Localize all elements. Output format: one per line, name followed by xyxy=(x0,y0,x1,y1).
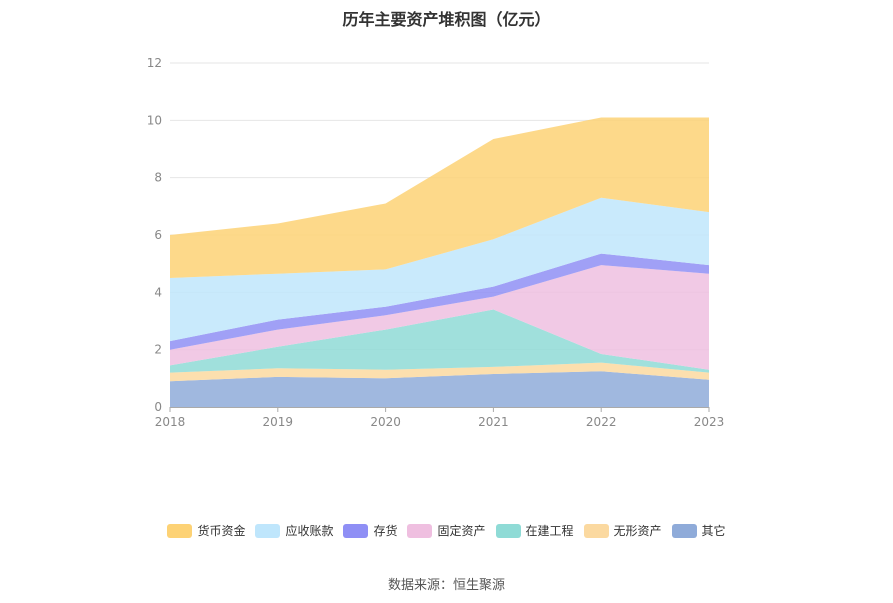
area-3 xyxy=(170,265,709,370)
legend-label: 在建工程 xyxy=(525,524,574,538)
x-tick-label: 2020 xyxy=(370,415,401,429)
legend: 货币资金 应收账款 存货 固定资产 在建工程 无形资产 其它 xyxy=(0,522,893,539)
area-1 xyxy=(170,362,709,382)
y-tick-label: 4 xyxy=(154,285,162,299)
data-source: 数据来源：恒生聚源 xyxy=(387,578,505,593)
y-tick-label: 6 xyxy=(154,228,162,242)
chart-title: 历年主要资产堆积图（亿元） xyxy=(342,10,551,29)
legend-swatch xyxy=(583,523,609,538)
area-2 xyxy=(170,309,709,373)
plot-area: 0 2 4 6 8 10 12 2018 2019 2020 2021 2022 2023 xyxy=(147,56,725,429)
y-tick-label: 12 xyxy=(147,56,162,70)
y-tick-label: 10 xyxy=(147,113,162,127)
axes: 0 2 4 6 8 10 12 2018 2019 2020 2021 2022 2023 xyxy=(147,56,725,429)
y-tick-label: 2 xyxy=(154,343,162,357)
legend-label: 其它 xyxy=(701,524,726,538)
area-series xyxy=(170,117,709,407)
legend-label: 无形资产 xyxy=(613,524,662,538)
area-4 xyxy=(170,253,709,350)
legend-item[interactable]: 其它 xyxy=(671,522,726,539)
legend-swatch xyxy=(255,523,281,538)
legend-item[interactable]: 货币资金 xyxy=(167,522,245,539)
x-tick-label: 2019 xyxy=(263,415,294,429)
area-6 xyxy=(170,117,709,278)
legend-label: 货币资金 xyxy=(197,524,246,538)
legend-label: 应收账款 xyxy=(285,524,334,538)
legend-swatch xyxy=(407,523,433,538)
legend-item[interactable]: 在建工程 xyxy=(495,522,574,539)
y-tick-label: 8 xyxy=(154,171,162,185)
area-0 xyxy=(170,371,709,407)
legend-item[interactable]: 固定资产 xyxy=(407,522,486,539)
legend-label: 固定资产 xyxy=(437,524,486,538)
x-tick-label: 2018 xyxy=(155,415,186,429)
legend-swatch xyxy=(167,523,193,538)
x-tick-label: 2023 xyxy=(694,415,725,429)
legend-swatch xyxy=(495,523,521,538)
legend-swatch xyxy=(671,523,697,538)
legend-item[interactable]: 存货 xyxy=(343,522,397,539)
area-5 xyxy=(170,197,709,342)
legend-swatch xyxy=(343,523,369,538)
x-tick-label: 2022 xyxy=(586,415,617,429)
y-tick-label: 0 xyxy=(154,400,162,414)
x-tick-label: 2021 xyxy=(478,415,509,429)
legend-item[interactable]: 应收账款 xyxy=(255,522,333,539)
legend-label: 存货 xyxy=(373,524,398,538)
legend-item[interactable]: 无形资产 xyxy=(583,522,662,539)
